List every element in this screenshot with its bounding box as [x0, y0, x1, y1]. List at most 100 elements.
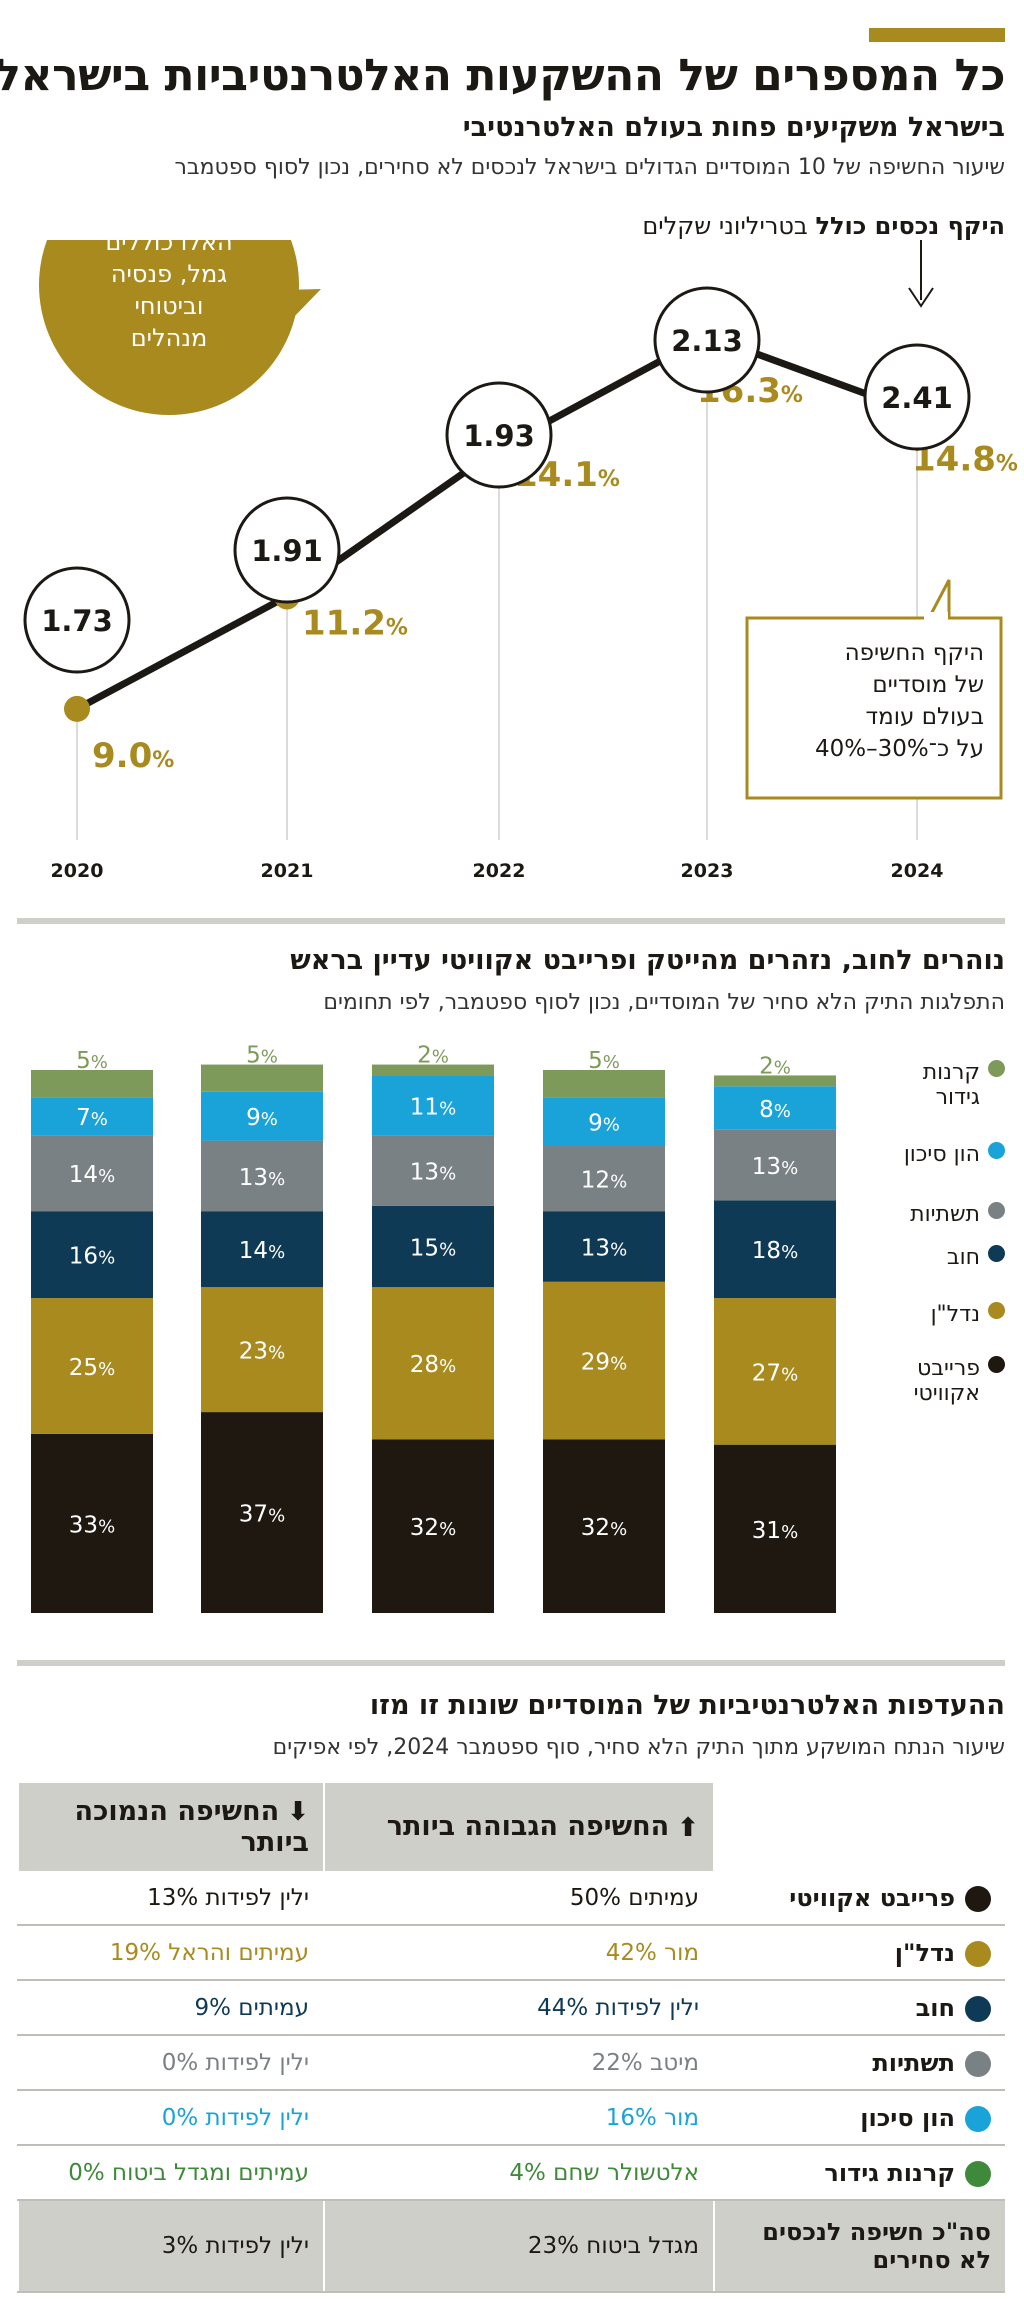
pct-label: 9.0%	[93, 736, 175, 776]
row-label: קרנות גידור	[714, 2145, 1006, 2201]
legend-dot-hedge	[989, 1060, 1006, 1077]
total-assets-circle	[654, 286, 762, 394]
bar-segment	[373, 1205, 495, 1288]
col-header-low: ⬇החשיפה הנמוכה ביותר	[18, 1783, 325, 1871]
bar-value-label: 5%	[589, 1048, 621, 1074]
bar-value-label: 16%	[70, 1244, 116, 1270]
bar-value-label: 25%	[70, 1355, 116, 1381]
bar-segment	[715, 1200, 837, 1299]
total-assets-circle	[446, 381, 554, 489]
line-chart-title: בישראל משקיעים פחות בעולם האלטרנטיבי	[463, 112, 1006, 143]
row-label: נדל"ן	[714, 1925, 1006, 1981]
bar-segment	[544, 1211, 666, 1282]
row-label: תשתיות	[714, 2035, 1006, 2091]
bar-segment	[544, 1097, 666, 1147]
legend-item-venture: הון סיכון	[876, 1142, 1006, 1167]
table-row: תשתיות מיטב 22% ילין לפידות 0%	[18, 2035, 1006, 2091]
bar-value-label: 31%	[753, 1518, 799, 1544]
data-point	[65, 695, 91, 722]
row-label: הון סיכון	[714, 2090, 1006, 2146]
bar-value-label: 12%	[582, 1168, 628, 1194]
note-bubble-text: מנהלים	[132, 324, 209, 352]
total-assets-value: 1.73	[42, 604, 114, 638]
bar-segment	[373, 1439, 495, 1613]
bar-segment	[32, 1097, 154, 1136]
total-assets-value: 2.41	[882, 381, 954, 415]
section-divider-2	[18, 1660, 1006, 1666]
bar-value-label: 15%	[411, 1235, 457, 1261]
bar-segment	[202, 1211, 324, 1288]
bar-chart-title: נוהרים לחוב, נזהרים מהייטק ופרייבט אקווי…	[291, 945, 1006, 976]
x-tick-label: 2020	[52, 860, 105, 882]
note-bubble-text: גמל, פנסיה	[112, 260, 228, 288]
total-assets-circle	[864, 343, 972, 451]
bar-value-label: 11%	[411, 1094, 457, 1120]
note-bubble	[40, 240, 300, 415]
callout-text: היקף החשיפה	[846, 640, 985, 666]
bar-segment	[373, 1075, 495, 1136]
legend-dot-private-equity	[989, 1356, 1006, 1373]
bar-value-label: 28%	[411, 1352, 457, 1378]
bar-value-label: 37%	[240, 1502, 286, 1528]
section-divider	[18, 918, 1006, 924]
row-label: חוב	[714, 1980, 1006, 2036]
bar-value-label: 9%	[247, 1105, 279, 1131]
bar-value-label: 29%	[582, 1350, 628, 1376]
bar-segment	[373, 1287, 495, 1440]
callout-gap	[925, 612, 949, 622]
callout-text: על כ־30%–40%	[816, 736, 985, 762]
bar-segment	[544, 1439, 666, 1613]
bar-value-label: 14%	[70, 1162, 116, 1188]
legend-item-private-equity: פרייבט אקוויטי	[876, 1356, 1006, 1406]
dot-icon	[966, 1995, 992, 2022]
total-cell-high: מגדל ביטוח 23%	[324, 2200, 715, 2293]
x-tick-label: 2023	[682, 860, 735, 882]
dot-icon	[966, 2105, 992, 2132]
bar-segment	[32, 1211, 154, 1299]
table-total-row: סה"כ חשיפה לנכסים לא סחירים מגדל ביטוח 2…	[18, 2200, 1006, 2293]
accent-bar	[870, 28, 1006, 42]
table-row: פרייבט אקוויטי עמיתים 50% ילין לפידות 13…	[18, 1871, 1006, 1926]
bar-value-label: 13%	[582, 1235, 628, 1261]
table-corner	[714, 1783, 1006, 1871]
bar-value-label: 8%	[760, 1097, 792, 1123]
bar-value-label: 2%	[760, 1053, 792, 1079]
legend-item-debt: חוב	[876, 1245, 1006, 1270]
preferences-table: ⬆החשיפה הגבוהה ביותר ⬇החשיפה הנמוכה ביות…	[18, 1783, 1006, 2293]
cell-low: ילין לפידות 0%	[18, 2090, 325, 2146]
legend-dot-infrastructure	[989, 1202, 1006, 1219]
bar-value-label: 13%	[753, 1154, 799, 1180]
cell-low: ילין לפידות 0%	[18, 2035, 325, 2091]
pointer-arrow-head	[909, 287, 935, 308]
cell-high: ילין לפידות 44%	[324, 1980, 715, 2036]
bar-segment	[32, 1135, 154, 1212]
bar-chart-description: התפלגות התיק הלא סחיר של המוסדיים, נכון …	[324, 990, 1006, 1015]
legend-item-infrastructure: תשתיות	[876, 1202, 1006, 1227]
bar-value-label: 33%	[70, 1512, 116, 1538]
cell-high: עמיתים 50%	[324, 1871, 715, 1926]
row-label: פרייבט אקוויטי	[714, 1871, 1006, 1926]
bar-segment	[715, 1444, 837, 1613]
col-header-high: ⬆החשיפה הגבוהה ביותר	[324, 1783, 715, 1871]
bar-segment	[202, 1064, 324, 1092]
callout-box	[746, 579, 1004, 800]
bar-segment	[32, 1298, 154, 1434]
bar-segment	[202, 1091, 324, 1141]
table-row: הון סיכון מור 16% ילין לפידות 0%	[18, 2090, 1006, 2146]
dot-icon	[966, 1940, 992, 1967]
page-title: כל המספרים של ההשקעות האלטרנטיביות בישרא…	[0, 50, 1006, 101]
bar-segment	[544, 1281, 666, 1440]
total-assets-value: 1.91	[252, 534, 324, 568]
arrow-down-icon: ⬇	[288, 1797, 310, 1828]
table-row: קרנות גידור אלטשולר שחם 4% עמיתים ומגדל …	[18, 2145, 1006, 2201]
bar-value-label: 13%	[240, 1165, 286, 1191]
cell-low: עמיתים 9%	[18, 1980, 325, 2036]
cell-low: עמיתים והראל 19%	[18, 1925, 325, 1981]
total-assets-circle	[234, 496, 342, 604]
callout-text: של מוסדיים	[873, 672, 985, 698]
legend-dot-venture	[989, 1142, 1006, 1159]
bar-segment	[715, 1129, 837, 1201]
cell-high: מיטב 22%	[324, 2035, 715, 2091]
dot-icon	[966, 1885, 992, 1912]
